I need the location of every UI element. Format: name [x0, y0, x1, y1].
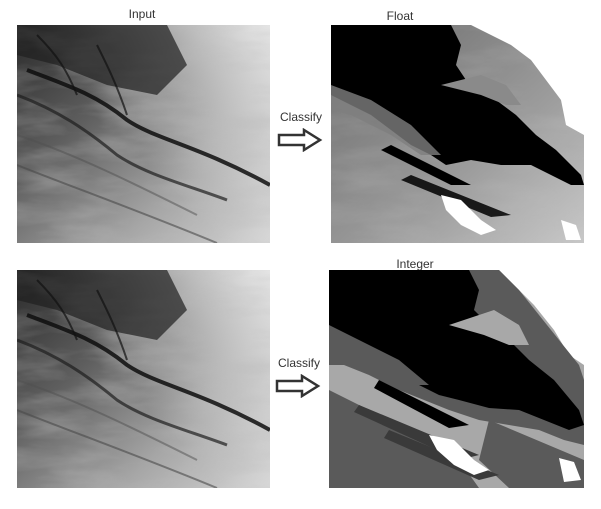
input-dem-image-bottom — [17, 270, 270, 488]
float-label: Float — [386, 9, 414, 23]
input-dem-image-top — [17, 25, 270, 243]
float-classified-image — [331, 25, 584, 243]
classify-label-top: Classify — [279, 110, 322, 124]
classify-label-bottom: Classify — [277, 356, 320, 370]
integer-label: Integer — [396, 257, 434, 271]
classify-arrow-top: Classify — [276, 110, 326, 152]
input-label: Input — [128, 7, 156, 21]
integer-classified-image — [329, 270, 584, 488]
classify-arrow-bottom: Classify — [274, 356, 324, 398]
right-arrow-icon — [275, 374, 321, 398]
right-arrow-icon — [277, 128, 323, 152]
